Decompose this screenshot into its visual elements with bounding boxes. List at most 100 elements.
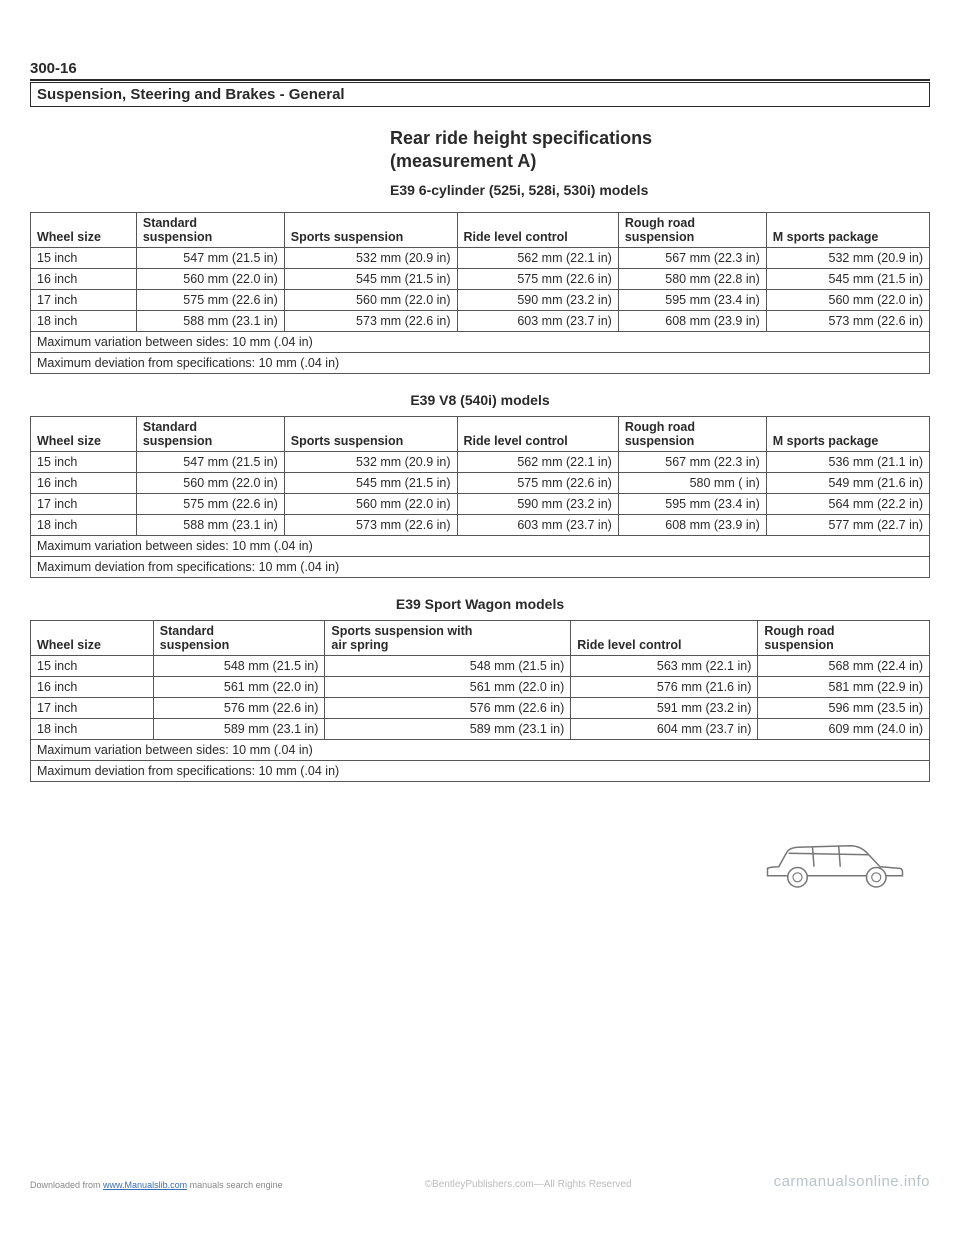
table-cell: 608 mm (23.9 in) xyxy=(618,515,766,536)
table-cell: 560 mm (22.0 in) xyxy=(136,473,284,494)
table-cell: 573 mm (22.6 in) xyxy=(284,311,457,332)
table-cell: 560 mm (22.0 in) xyxy=(766,290,929,311)
footer-center: ©BentleyPublishers.com—All Rights Reserv… xyxy=(425,1179,632,1190)
table-cell: 580 mm (22.8 in) xyxy=(618,269,766,290)
table-cell: 15 inch xyxy=(31,248,137,269)
table-cell: 576 mm (21.6 in) xyxy=(571,677,758,698)
table-cell: 548 mm (21.5 in) xyxy=(153,656,325,677)
table-cell: 18 inch xyxy=(31,719,154,740)
table-note: Maximum deviation from specifications: 1… xyxy=(31,353,930,374)
col-header: M sports package xyxy=(766,213,929,248)
table-cell: 536 mm (21.1 in) xyxy=(766,452,929,473)
table-cell: 548 mm (21.5 in) xyxy=(325,656,571,677)
footer-left: Downloaded from www.Manualslib.com manua… xyxy=(30,1180,283,1190)
table-note: Maximum deviation from specifications: 1… xyxy=(31,761,930,782)
table-caption-0: E39 6-cylinder (525i, 528i, 530i) models xyxy=(390,182,930,198)
spec-table: Wheel sizeStandardsuspensionSports suspe… xyxy=(30,620,930,782)
col-header: Standardsuspension xyxy=(153,621,325,656)
table-row: 17 inch575 mm (22.6 in)560 mm (22.0 in)5… xyxy=(31,494,930,515)
table-cell: 588 mm (23.1 in) xyxy=(136,515,284,536)
table-cell: 532 mm (20.9 in) xyxy=(766,248,929,269)
table-cell: 547 mm (21.5 in) xyxy=(136,248,284,269)
table-cell: 595 mm (23.4 in) xyxy=(618,290,766,311)
table-cell: 567 mm (22.3 in) xyxy=(618,248,766,269)
table-note: Maximum variation between sides: 10 mm (… xyxy=(31,740,930,761)
col-header: Sports suspension xyxy=(284,213,457,248)
table-cell: 589 mm (23.1 in) xyxy=(153,719,325,740)
table-cell: 604 mm (23.7 in) xyxy=(571,719,758,740)
footer-link[interactable]: www.Manualslib.com xyxy=(103,1180,187,1190)
table-cell: 547 mm (21.5 in) xyxy=(136,452,284,473)
table-row: 16 inch560 mm (22.0 in)545 mm (21.5 in)5… xyxy=(31,269,930,290)
table-cell: 575 mm (22.6 in) xyxy=(136,290,284,311)
table-cell: 16 inch xyxy=(31,473,137,494)
spec-table: Wheel sizeStandardsuspensionSports suspe… xyxy=(30,416,930,578)
table-cell: 576 mm (22.6 in) xyxy=(153,698,325,719)
divider xyxy=(30,79,930,81)
table-cell: 603 mm (23.7 in) xyxy=(457,515,618,536)
table-cell: 573 mm (22.6 in) xyxy=(284,515,457,536)
table-caption: E39 Sport Wagon models xyxy=(30,596,930,612)
table-cell: 561 mm (22.0 in) xyxy=(325,677,571,698)
table-cell: 545 mm (21.5 in) xyxy=(284,473,457,494)
table-cell: 562 mm (22.1 in) xyxy=(457,248,618,269)
table-cell: 575 mm (22.6 in) xyxy=(457,269,618,290)
table-cell: 573 mm (22.6 in) xyxy=(766,311,929,332)
table-note: Maximum variation between sides: 10 mm (… xyxy=(31,332,930,353)
table-cell: 576 mm (22.6 in) xyxy=(325,698,571,719)
table-row: 15 inch547 mm (21.5 in)532 mm (20.9 in)5… xyxy=(31,452,930,473)
col-header: Standardsuspension xyxy=(136,417,284,452)
table-cell: 564 mm (22.2 in) xyxy=(766,494,929,515)
table-cell: 588 mm (23.1 in) xyxy=(136,311,284,332)
table-cell: 15 inch xyxy=(31,452,137,473)
main-heading-2: (measurement A) xyxy=(390,150,930,173)
table-cell: 18 inch xyxy=(31,311,137,332)
page-footer: Downloaded from www.Manualslib.com manua… xyxy=(0,1173,960,1190)
table-caption: E39 V8 (540i) models xyxy=(30,392,930,408)
table-cell: 562 mm (22.1 in) xyxy=(457,452,618,473)
table-cell: 595 mm (23.4 in) xyxy=(618,494,766,515)
table-row: 17 inch575 mm (22.6 in)560 mm (22.0 in)5… xyxy=(31,290,930,311)
col-header: Ride level control xyxy=(571,621,758,656)
table-note: Maximum variation between sides: 10 mm (… xyxy=(31,536,930,557)
table-note: Maximum deviation from specifications: 1… xyxy=(31,557,930,578)
car-illustration xyxy=(30,822,930,897)
table-cell: 603 mm (23.7 in) xyxy=(457,311,618,332)
section-title: Suspension, Steering and Brakes - Genera… xyxy=(30,82,930,107)
table-row: 18 inch589 mm (23.1 in)589 mm (23.1 in)6… xyxy=(31,719,930,740)
table-row: 16 inch561 mm (22.0 in)561 mm (22.0 in)5… xyxy=(31,677,930,698)
table-cell: 16 inch xyxy=(31,677,154,698)
page-number: 300-16 xyxy=(30,60,930,77)
table-cell: 567 mm (22.3 in) xyxy=(618,452,766,473)
table-cell: 589 mm (23.1 in) xyxy=(325,719,571,740)
table-cell: 560 mm (22.0 in) xyxy=(136,269,284,290)
table-cell: 580 mm ( in) xyxy=(618,473,766,494)
spec-table: Wheel sizeStandardsuspensionSports suspe… xyxy=(30,212,930,374)
table-cell: 591 mm (23.2 in) xyxy=(571,698,758,719)
table-cell: 590 mm (23.2 in) xyxy=(457,290,618,311)
table-cell: 609 mm (24.0 in) xyxy=(758,719,930,740)
table-cell: 563 mm (22.1 in) xyxy=(571,656,758,677)
col-header: Ride level control xyxy=(457,213,618,248)
table-row: 18 inch588 mm (23.1 in)573 mm (22.6 in)6… xyxy=(31,515,930,536)
table-cell: 532 mm (20.9 in) xyxy=(284,248,457,269)
table-cell: 590 mm (23.2 in) xyxy=(457,494,618,515)
table-cell: 581 mm (22.9 in) xyxy=(758,677,930,698)
table-cell: 596 mm (23.5 in) xyxy=(758,698,930,719)
table-cell: 608 mm (23.9 in) xyxy=(618,311,766,332)
table-cell: 577 mm (22.7 in) xyxy=(766,515,929,536)
heading-block: Rear ride height specifications (measure… xyxy=(390,127,930,198)
table-cell: 575 mm (22.6 in) xyxy=(136,494,284,515)
col-header: M sports package xyxy=(766,417,929,452)
col-header: Sports suspension xyxy=(284,417,457,452)
col-header: Wheel size xyxy=(31,621,154,656)
table-cell: 18 inch xyxy=(31,515,137,536)
table-cell: 561 mm (22.0 in) xyxy=(153,677,325,698)
table-cell: 16 inch xyxy=(31,269,137,290)
col-header: Rough roadsuspension xyxy=(618,417,766,452)
col-header: Rough roadsuspension xyxy=(618,213,766,248)
col-header: Rough roadsuspension xyxy=(758,621,930,656)
table-cell: 560 mm (22.0 in) xyxy=(284,494,457,515)
table-row: 17 inch576 mm (22.6 in)576 mm (22.6 in)5… xyxy=(31,698,930,719)
table-cell: 17 inch xyxy=(31,698,154,719)
